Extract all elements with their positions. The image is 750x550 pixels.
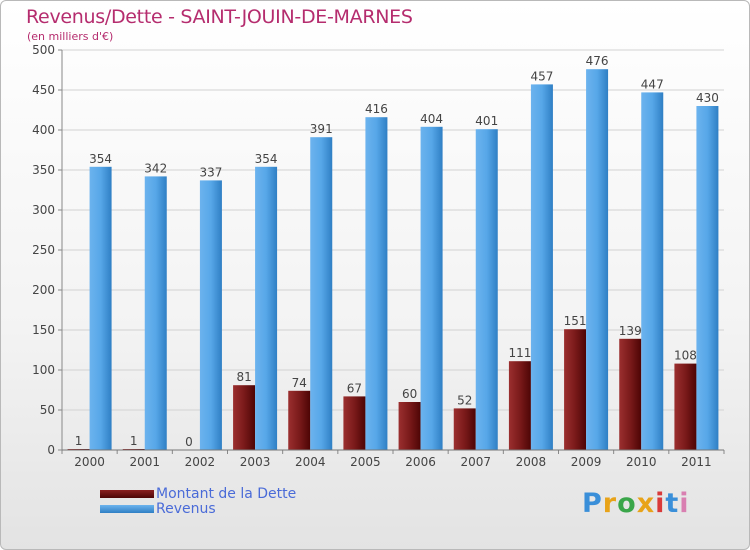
x-tick-label: 2006	[405, 455, 436, 469]
data-label-dette: 81	[236, 370, 251, 384]
x-tick-label: 2009	[571, 455, 602, 469]
x-tick-label: 2001	[129, 455, 160, 469]
logo-letter: i	[679, 488, 690, 519]
data-label-dette: 67	[347, 381, 362, 395]
x-tick-label: 2004	[295, 455, 326, 469]
bar-dette	[508, 361, 531, 450]
logo-letter: i	[655, 488, 666, 519]
bar-revenus	[641, 92, 664, 451]
legend: Montant de la Dette Revenus	[100, 485, 297, 517]
bar-revenus	[586, 69, 609, 450]
bar-revenus	[365, 117, 388, 450]
grid-lines	[62, 49, 724, 451]
proxiti-logo: Proxiti	[582, 488, 690, 519]
y-tick-label: 300	[32, 203, 55, 217]
bar-dette	[453, 408, 476, 450]
y-tick-label: 150	[32, 323, 55, 337]
data-label-revenus: 354	[89, 152, 112, 166]
data-label-revenus: 416	[365, 102, 388, 116]
x-tick-label: 2002	[185, 455, 216, 469]
bar-dette	[674, 363, 697, 450]
data-label-dette: 1	[75, 434, 83, 448]
data-label-revenus: 447	[641, 77, 664, 91]
chart-subtitle: (en milliers d'€)	[27, 30, 114, 43]
data-label-revenus: 342	[144, 161, 167, 175]
logo-letter: x	[636, 488, 656, 519]
chart-title: Revenus/Dette - SAINT-JOUIN-DE-MARNES	[26, 6, 413, 28]
legend-swatch-revenus	[100, 504, 154, 513]
y-tick-label: 350	[32, 163, 55, 177]
data-label-dette: 60	[402, 387, 417, 401]
data-label-dette: 111	[508, 346, 531, 360]
x-axis-ticks: 2000 2001 2002 2003 2004 2005 2006 2007 2008 2009…	[61, 450, 725, 469]
bar-dette	[288, 390, 311, 450]
data-label-dette: 52	[457, 393, 472, 407]
legend-item-dette: Montant de la Dette	[100, 485, 297, 502]
data-label-revenus: 404	[420, 112, 443, 126]
data-label-dette: 0	[185, 435, 193, 449]
legend-swatch-dette	[100, 489, 154, 498]
y-tick-label: 450	[32, 83, 55, 97]
y-tick-label: 50	[40, 403, 55, 417]
bar-revenus	[144, 176, 167, 450]
data-label-revenus: 430	[696, 91, 719, 105]
y-tick-label: 200	[32, 283, 55, 297]
bar-revenus	[420, 126, 443, 451]
y-tick-label: 400	[32, 123, 55, 137]
bar-dette	[398, 402, 421, 450]
data-label-revenus: 476	[586, 54, 609, 68]
bar-revenus	[199, 180, 222, 450]
bar-dette	[564, 329, 587, 450]
data-label-dette: 74	[292, 376, 307, 390]
logo-letter: r	[602, 488, 618, 519]
x-tick-label: 2010	[626, 455, 657, 469]
y-axis-ticks: 0 50 100 150 200 250 300 350 400 450 500	[32, 43, 63, 457]
logo-letter: P	[582, 488, 603, 519]
x-tick-label: 2005	[350, 455, 381, 469]
x-tick-label: 2007	[460, 455, 491, 469]
bar-dette	[619, 338, 642, 450]
data-label-revenus: 457	[530, 69, 553, 83]
data-label-revenus: 391	[310, 122, 333, 136]
y-tick-label: 500	[32, 43, 55, 57]
y-tick-label: 250	[32, 243, 55, 257]
bar-revenus	[310, 137, 333, 450]
bar-revenus	[89, 166, 112, 451]
bar-revenus	[696, 106, 719, 450]
y-tick-label: 100	[32, 363, 55, 377]
data-label-dette: 108	[674, 349, 697, 363]
data-label-dette: 139	[619, 324, 642, 338]
bar-dette	[343, 396, 366, 450]
data-label-dette: 151	[564, 314, 587, 328]
x-tick-label: 2008	[516, 455, 547, 469]
data-labels: 1 354 1 342 0 337 81 354 74 391 67 416 60 404 52 401 111…	[75, 54, 719, 449]
logo-letter: o	[617, 488, 637, 519]
bar-dette	[233, 385, 256, 450]
bars	[67, 69, 719, 451]
y-tick-label: 0	[47, 443, 55, 457]
data-label-revenus: 354	[255, 152, 278, 166]
legend-label-dette: Montant de la Dette	[156, 485, 297, 502]
legend-item-revenus: Revenus	[100, 500, 296, 517]
x-tick-label: 2003	[240, 455, 271, 469]
logo-letter: t	[665, 488, 680, 519]
bar-revenus	[475, 129, 498, 450]
data-label-revenus: 337	[199, 165, 222, 179]
x-tick-label: 2000	[74, 455, 105, 469]
data-label-revenus: 401	[475, 114, 498, 128]
x-tick-label: 2011	[681, 455, 712, 469]
bar-revenus	[530, 84, 553, 451]
legend-label-revenus: Revenus	[156, 500, 216, 517]
bar-revenus	[255, 166, 278, 451]
data-label-dette: 1	[130, 434, 138, 448]
